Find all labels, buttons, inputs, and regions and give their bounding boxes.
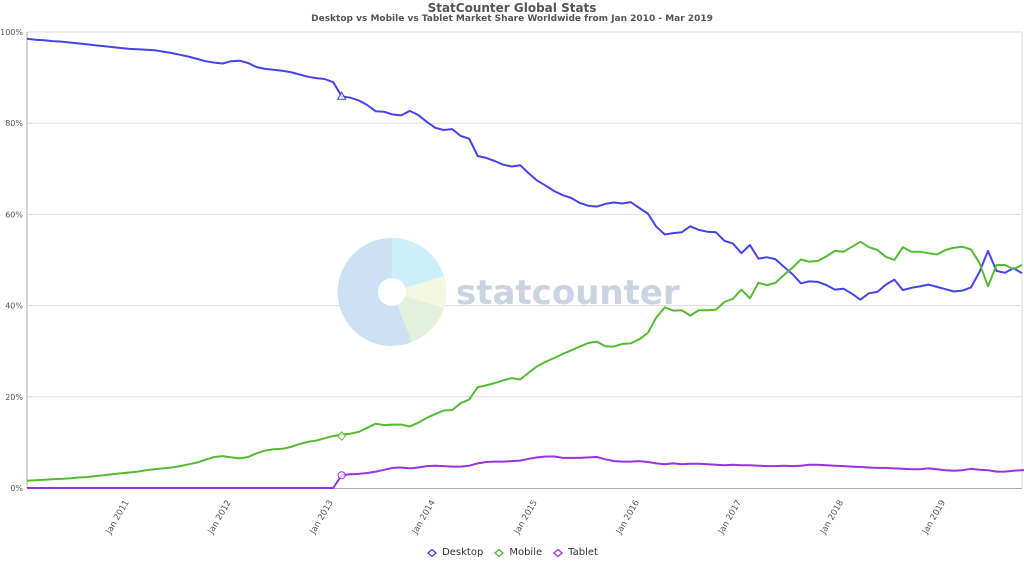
y-tick-label: 20%: [5, 393, 23, 402]
x-tick-label: Jan 2011: [104, 499, 132, 537]
legend-item-desktop[interactable]: Desktop: [426, 547, 483, 558]
mobile-diamond-marker-icon: [336, 431, 347, 441]
x-tick-label: Jan 2015: [512, 499, 540, 537]
x-tick-label: Jan 2014: [410, 499, 438, 537]
y-axis-ticks: 0% 20% 40% 60% 80% 100%: [0, 28, 23, 493]
x-tick-label: Jan 2019: [920, 499, 948, 537]
diamond-marker-icon: [427, 548, 438, 557]
x-axis-ticks: Jan 2011 Jan 2012 Jan 2013 Jan 2014 Jan 2015…: [104, 499, 948, 537]
series-line-desktop: [26, 37, 1023, 301]
x-tick-label: Jan 2017: [716, 499, 744, 537]
gridlines: [27, 31, 1022, 398]
legend-label: Tablet: [568, 547, 598, 558]
watermark-text: statcounter: [456, 273, 680, 313]
x-tick-label: Jan 2012: [206, 499, 234, 537]
tablet-circle-marker-icon: [337, 471, 346, 480]
legend-label: Desktop: [442, 547, 484, 558]
chart-subtitle: Desktop vs Mobile vs Tablet Market Share…: [311, 14, 713, 24]
legend: Desktop Mobile Tablet: [0, 547, 1024, 558]
legend-label: Mobile: [509, 547, 543, 558]
series-lines: [26, 37, 1024, 489]
x-tick-label: Jan 2016: [614, 499, 642, 537]
series-line-mobile: [26, 240, 1023, 482]
y-tick-label: 0%: [10, 484, 23, 493]
desktop-triangle-marker-icon: [336, 91, 347, 100]
y-tick-label: 60%: [5, 210, 23, 219]
diamond-marker-icon: [494, 548, 505, 557]
statcounter-watermark: statcounter: [337, 237, 680, 346]
legend-item-mobile[interactable]: Mobile: [493, 547, 542, 558]
y-tick-label: 80%: [5, 119, 23, 128]
x-tick-label: Jan 2018: [818, 499, 846, 537]
legend-item-tablet[interactable]: Tablet: [552, 547, 598, 558]
y-tick-label: 40%: [5, 302, 23, 311]
series-line-tablet: [27, 455, 1024, 489]
y-tick-label: 100%: [0, 28, 23, 37]
diamond-marker-icon: [553, 548, 564, 557]
axes: [26, 32, 1023, 489]
chart-title: StatCounter Global Stats: [427, 1, 597, 15]
watermark-segment-icon: [392, 237, 444, 292]
x-tick-label: Jan 2013: [308, 499, 336, 537]
series-markers: [336, 91, 347, 480]
